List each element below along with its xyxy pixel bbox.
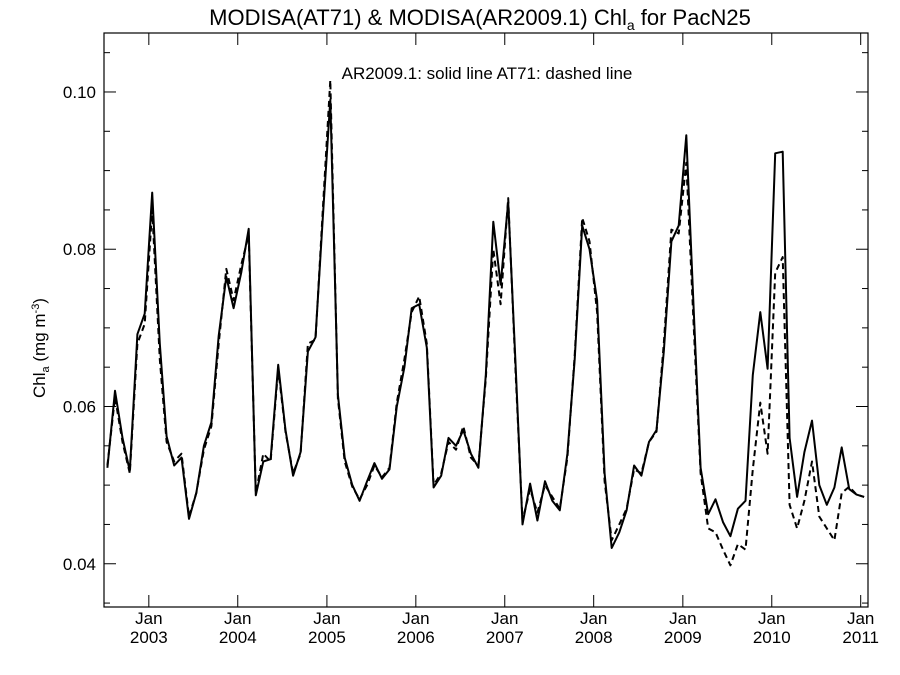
x-tick-year-label: 2011 <box>842 628 879 647</box>
x-tick-year-label: 2007 <box>486 628 524 647</box>
x-tick-month-label: Jan <box>580 609 607 628</box>
y-tick-label: 0.08 <box>63 240 96 259</box>
x-tick-year-label: 2010 <box>753 628 791 647</box>
x-tick-month-label: Jan <box>847 609 874 628</box>
x-tick-month-label: Jan <box>669 609 696 628</box>
y-tick-label: 0.04 <box>63 555 96 574</box>
x-tick-year-label: 2008 <box>575 628 613 647</box>
x-tick-year-label: 2003 <box>130 628 168 647</box>
y-tick-label: 0.06 <box>63 397 96 416</box>
chart-title: MODISA(AT71) & MODISA(AR2009.1) Chla for… <box>209 5 751 33</box>
x-tick-year-label: 2005 <box>308 628 346 647</box>
series-group <box>106 79 865 567</box>
x-tick-year-label: 2006 <box>397 628 435 647</box>
y-axis-label: Chla (mg m-3) <box>30 298 52 398</box>
x-tick-month-label: Jan <box>491 609 518 628</box>
y-tick-label: 0.10 <box>63 83 96 102</box>
x-tick-year-label: 2004 <box>219 628 257 647</box>
x-tick-month-label: Jan <box>135 609 162 628</box>
x-tick-month-label: Jan <box>313 609 340 628</box>
x-tick-month-label: Jan <box>402 609 429 628</box>
line-style-annotation: AR2009.1: solid line AT71: dashed line <box>342 64 633 83</box>
axis-ticks: 0.040.060.080.10Jan2003Jan2004Jan2005Jan… <box>63 33 879 647</box>
plot-frame <box>103 32 869 608</box>
series-line-dashed <box>106 79 865 567</box>
x-tick-month-label: Jan <box>758 609 785 628</box>
x-tick-month-label: Jan <box>224 609 251 628</box>
x-tick-year-label: 2009 <box>664 628 702 647</box>
